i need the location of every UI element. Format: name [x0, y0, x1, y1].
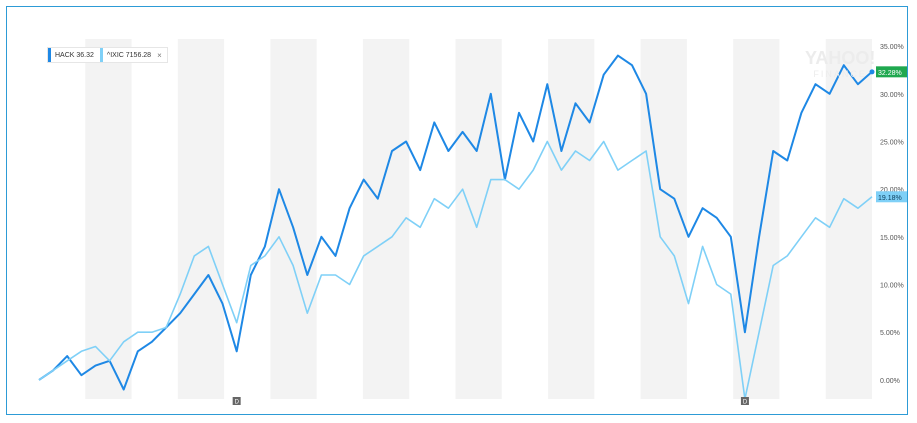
watermark-line2: FINANCE — [813, 69, 867, 79]
dividend-marker: D — [232, 397, 241, 406]
background-band — [362, 39, 410, 399]
dividend-marker: D — [740, 397, 749, 406]
dividend-marker-box — [232, 397, 241, 405]
dividend-marker-box — [740, 397, 749, 405]
y-tick-label: 35.00% — [880, 44, 904, 51]
end-label-hack: 32.28% — [876, 66, 907, 78]
dividend-marker-label: D — [743, 400, 748, 406]
end-label-text: 32.28% — [878, 70, 902, 77]
legend-item-hack[interactable]: HACK 36.32 — [48, 48, 94, 62]
end-label-bg — [876, 191, 907, 203]
background-band — [733, 39, 780, 399]
watermark-line1: YAHOO! — [805, 48, 876, 68]
series-lines — [38, 54, 875, 400]
end-label-text: 19.18% — [878, 195, 902, 202]
background-band — [640, 39, 687, 399]
y-tick-label: 5.00% — [880, 330, 900, 337]
background-band — [177, 39, 225, 399]
yahoo-finance-watermark: YAHOO! FINANCE — [805, 48, 876, 82]
background-band — [825, 39, 872, 399]
legend-item-ixic[interactable]: ^IXIC 7156.28 — [99, 48, 152, 62]
legend-swatch-hack — [48, 48, 51, 62]
background-band — [548, 39, 595, 399]
legend: HACK 36.32 ^IXIC 7156.28 × — [47, 47, 168, 63]
series-line-hack — [38, 54, 873, 391]
end-value-labels: 32.28% 19.18% — [876, 66, 907, 203]
y-tick-label: 25.00% — [880, 139, 904, 146]
y-tick-label: 30.00% — [880, 92, 904, 99]
background-band — [85, 39, 132, 399]
y-tick-label: 10.00% — [880, 283, 904, 290]
series-line-ixic — [38, 140, 873, 400]
end-label-bg — [876, 66, 907, 78]
series-end-dot — [869, 69, 875, 75]
y-tick-label: 15.00% — [880, 235, 904, 242]
end-label-ixic: 19.18% — [876, 191, 907, 203]
dividend-marker-label: D — [235, 400, 240, 406]
chart-frame: 0.00% 5.00% 10.00% 15.00% 20.00% 25.00% 30.00%… — [6, 6, 908, 415]
y-tick-label: 0.00% — [880, 378, 900, 385]
legend-label-ixic: ^IXIC 7156.28 — [106, 51, 152, 59]
background-band — [270, 39, 317, 399]
y-tick-label: 20.00% — [880, 187, 904, 194]
legend-swatch-ixic — [99, 48, 103, 62]
legend-label-hack: HACK 36.32 — [55, 51, 94, 59]
chart-canvas[interactable]: 0.00% 5.00% 10.00% 15.00% 20.00% 25.00% 30.00%… — [7, 7, 907, 414]
y-axis: 0.00% 5.00% 10.00% 15.00% 20.00% 25.00% 30.00%… — [880, 44, 904, 385]
legend-close-icon[interactable]: × — [157, 50, 162, 60]
